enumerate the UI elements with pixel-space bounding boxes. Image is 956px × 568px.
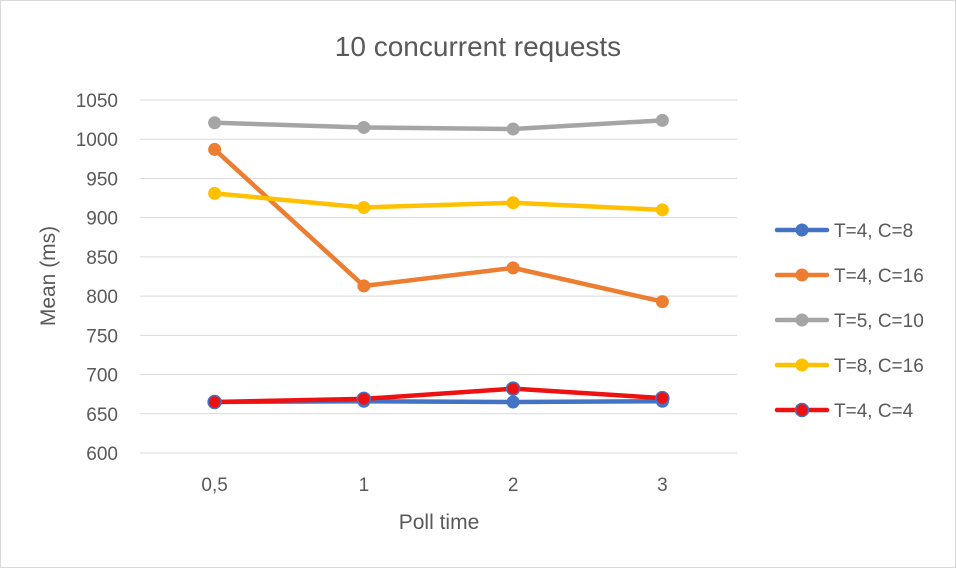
- gridlines: [140, 99, 737, 454]
- legend-label: T=4, C=16: [834, 266, 924, 287]
- data-point: [655, 203, 669, 217]
- x-tick-label: 2: [508, 475, 519, 496]
- series-line: [212, 147, 665, 304]
- data-point: [207, 394, 222, 410]
- data-point: [357, 120, 371, 134]
- data-point: [506, 261, 520, 275]
- legend-marker: [795, 268, 809, 282]
- y-tick-label: 750: [86, 326, 118, 347]
- data-point: [208, 142, 222, 156]
- data-point: [357, 279, 371, 293]
- x-axis-title: Poll time: [399, 511, 480, 534]
- x-tick-label: 3: [657, 475, 668, 496]
- data-point: [655, 390, 670, 406]
- data-point: [208, 116, 222, 130]
- data-point: [506, 196, 520, 210]
- y-tick-label: 800: [86, 287, 118, 308]
- data-point: [506, 122, 520, 136]
- data-point: [505, 381, 521, 396]
- series-5: [207, 381, 670, 410]
- legend-label: T=4, C=4: [834, 401, 914, 422]
- x-tick-label: 1: [359, 475, 370, 496]
- x-axis-ticks: 0,5 1 2 3: [201, 475, 667, 496]
- data-point: [655, 113, 669, 127]
- y-tick-label: 850: [86, 248, 118, 269]
- y-tick-label: 1000: [76, 130, 118, 151]
- chart-title: 10 concurrent requests: [335, 31, 621, 62]
- data-point: [357, 200, 371, 214]
- y-tick-label: 1050: [76, 91, 118, 112]
- legend-item: T=4, C=8: [774, 221, 913, 242]
- y-tick-label: 600: [86, 444, 118, 465]
- legend-marker: [794, 402, 810, 418]
- y-tick-label: 900: [86, 209, 118, 230]
- data-point: [655, 295, 669, 309]
- y-tick-label: 650: [86, 405, 118, 426]
- series-4: [208, 186, 669, 217]
- data-point: [356, 391, 372, 407]
- series-3: [208, 113, 669, 136]
- series-2: [208, 142, 669, 309]
- legend-marker: [795, 358, 809, 372]
- y-tick-label: 950: [86, 169, 118, 190]
- legend-label: T=5, C=10: [834, 311, 924, 332]
- data-point: [506, 395, 520, 409]
- legend-item: T=4, C=4: [774, 401, 914, 422]
- series-line: [212, 386, 665, 405]
- legend-marker: [795, 313, 809, 327]
- y-axis-title: Mean (ms): [37, 226, 60, 326]
- y-tick-label: 700: [86, 366, 118, 387]
- series-line: [212, 191, 665, 213]
- series-lines: [207, 113, 670, 410]
- data-point: [208, 186, 222, 200]
- y-axis-ticks: 600 650 700 750 800 850 900 950 1000 1050: [76, 91, 118, 465]
- legend-item: T=8, C=16: [774, 356, 924, 377]
- legend-item: T=4, C=16: [774, 266, 924, 287]
- legend-marker: [795, 223, 809, 237]
- legend-label: T=4, C=8: [834, 221, 913, 242]
- legend: T=4, C=8 T=4, C=16 T=5, C=10 T=8, C=16 T=4, …: [774, 221, 924, 422]
- series-line: [212, 118, 665, 132]
- legend-item: T=5, C=10: [774, 311, 924, 332]
- x-tick-label: 0,5: [201, 475, 227, 496]
- legend-label: T=8, C=16: [834, 356, 924, 377]
